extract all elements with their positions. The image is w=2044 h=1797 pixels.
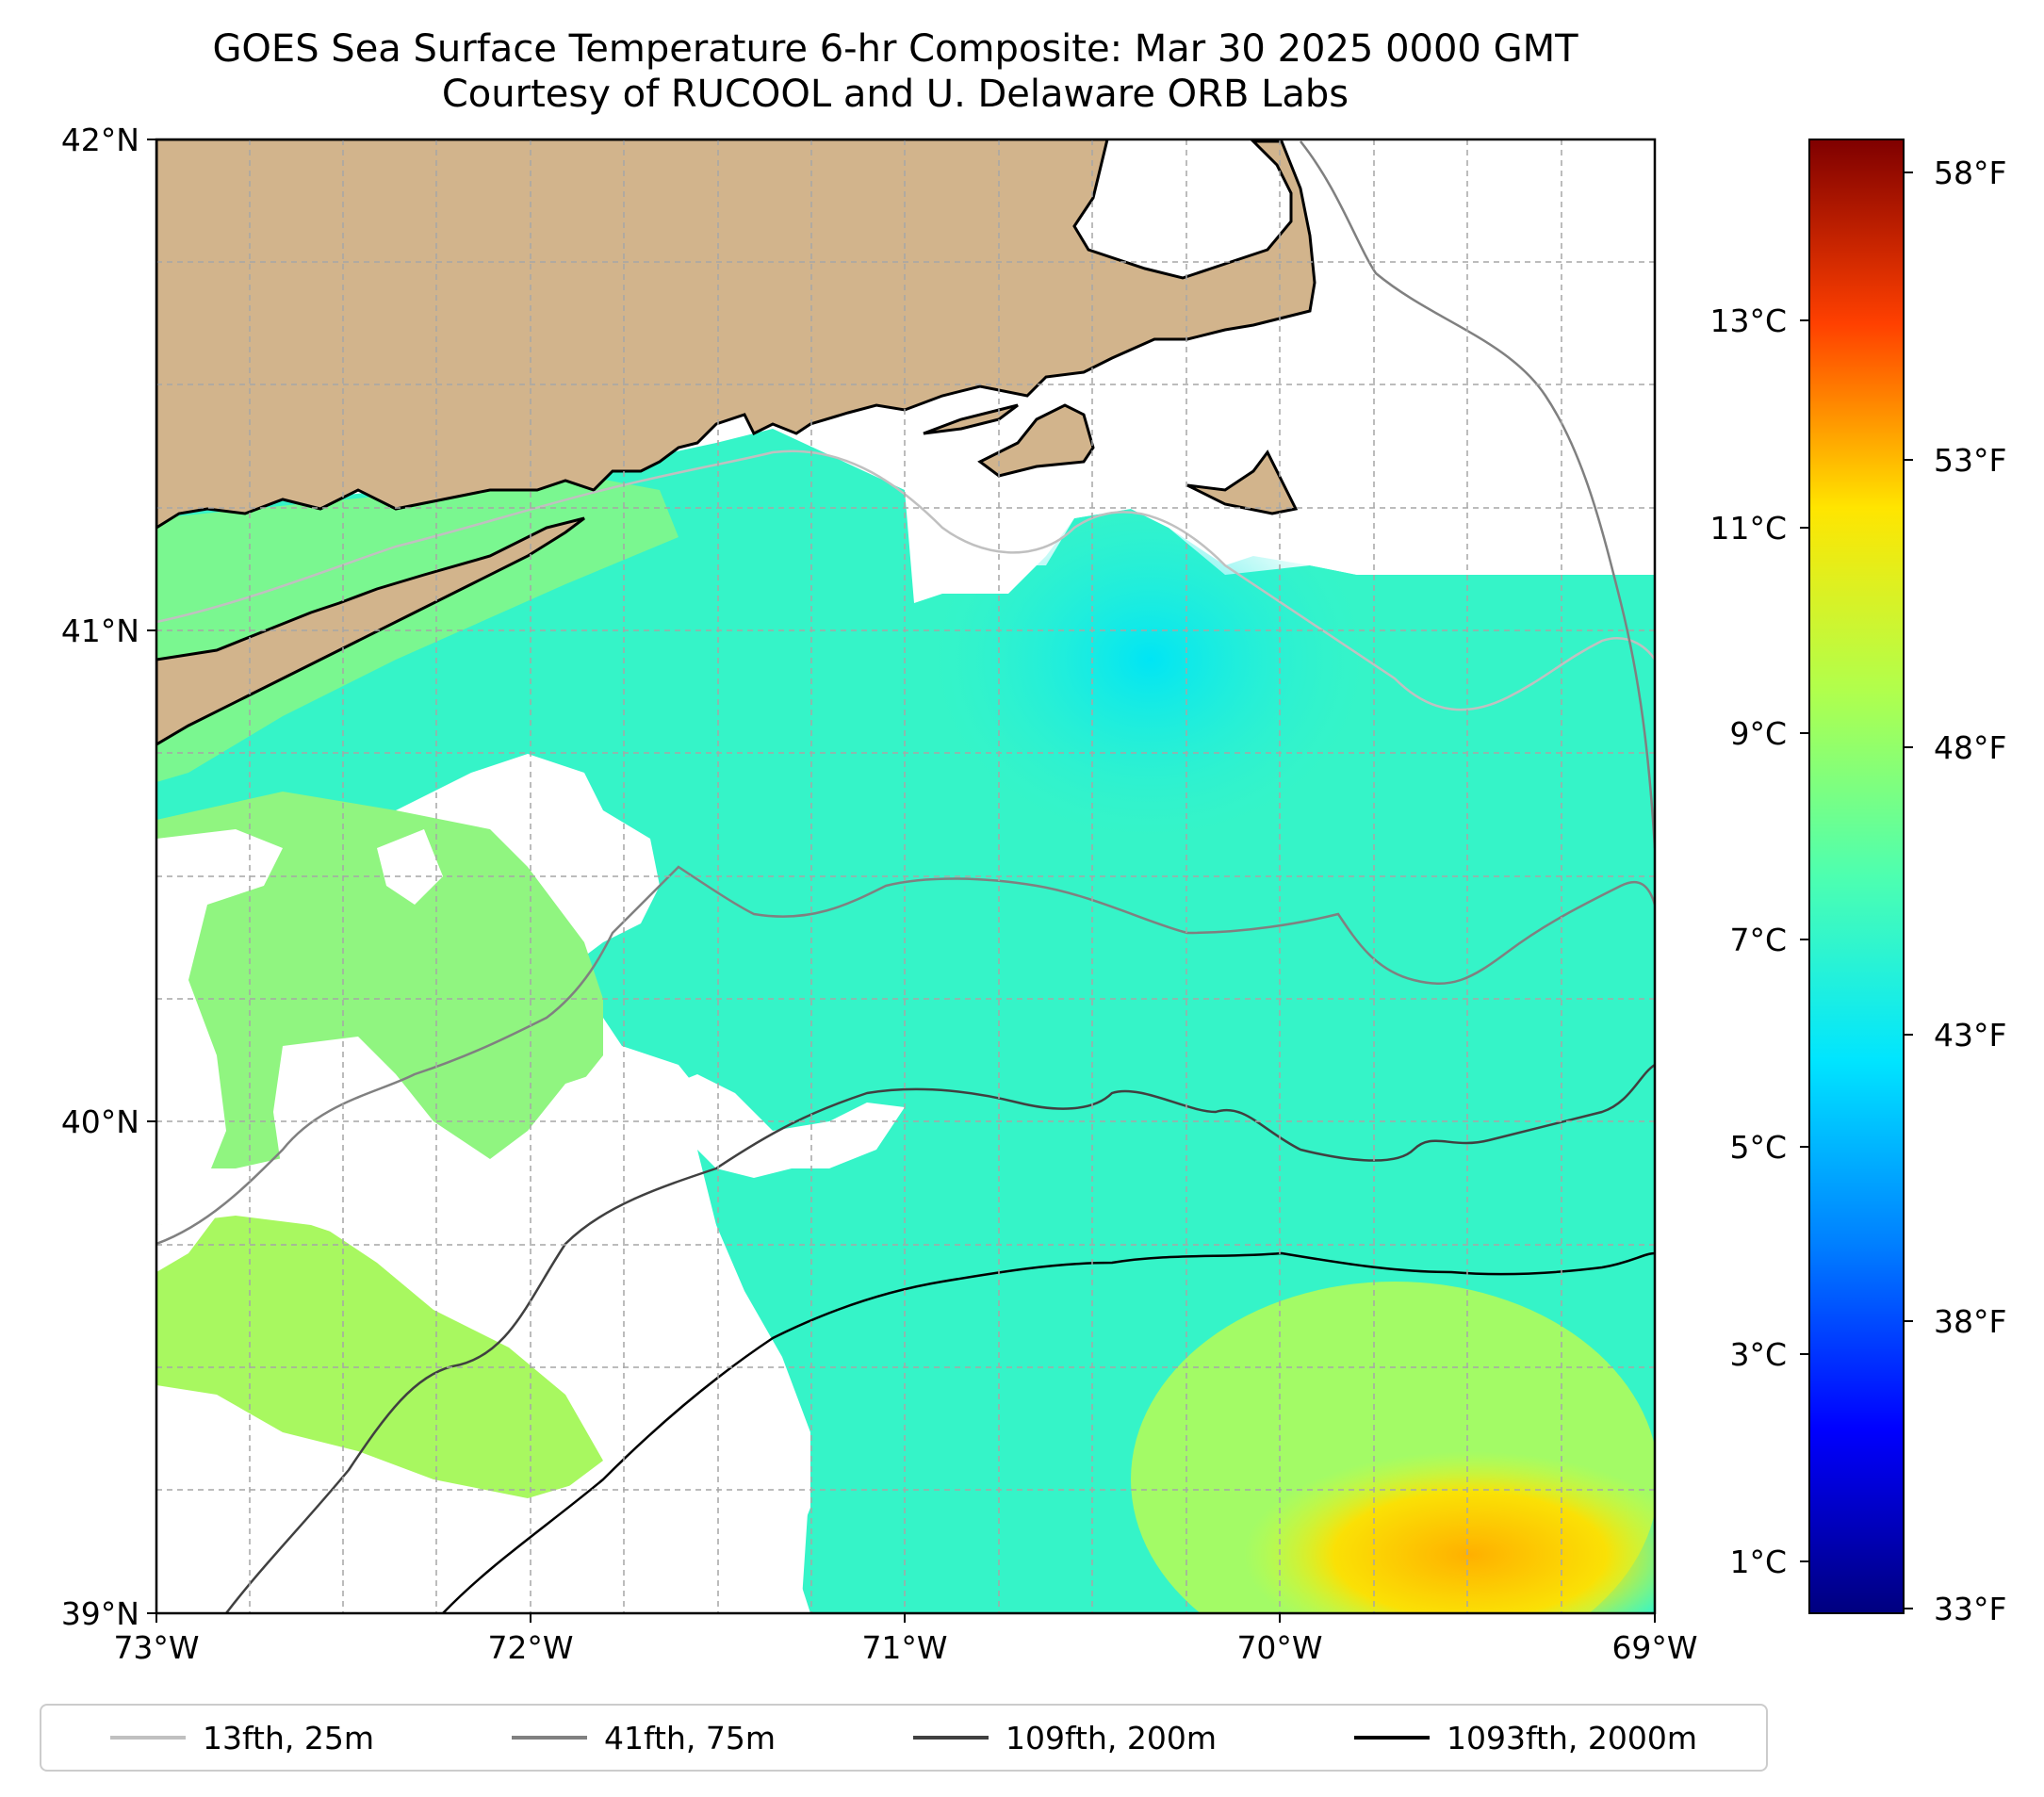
legend-item-75m: 41fth, 75m: [512, 1720, 776, 1756]
lat-tick-label: 39°N: [61, 1595, 139, 1632]
legend-label: 109fth, 200m: [1006, 1719, 1217, 1756]
legend-line-swatch: [512, 1736, 587, 1740]
gap-mid-shelf: [650, 1074, 905, 1178]
lon-tick-label: 70°W: [1236, 1629, 1322, 1666]
legend-line-swatch: [110, 1736, 186, 1740]
land-nantucket: [1186, 449, 1299, 515]
bathymetry-contours: [156, 140, 1655, 1613]
land: [156, 139, 1316, 746]
gap-shelf-west: [156, 829, 283, 1187]
gap-shelf-central: [156, 1037, 810, 1613]
legend-label: 1093fth, 2000m: [1447, 1719, 1697, 1756]
map-title: GOES Sea Surface Temperature 6-hr Compos…: [0, 26, 1791, 117]
colorbar-celsius-label: 13°C: [1709, 302, 1787, 339]
sst-nearshore-greenish: [156, 476, 679, 782]
map-gridlines: [156, 139, 1655, 1613]
colorbar-celsius-ticks: [1800, 319, 1809, 1562]
land-elizabeth-islands: [923, 403, 1019, 435]
lon-tick-label: 72°W: [487, 1629, 573, 1666]
lat-tick-label: 40°N: [61, 1103, 139, 1140]
colorbar-fahrenheit-label: 33°F: [1934, 1591, 2006, 1627]
legend-item-2000m: 1093fth, 2000m: [1354, 1720, 1697, 1756]
colorbar-celsius-label: 11°C: [1709, 510, 1787, 547]
colorbar-fahrenheit-label: 53°F: [1934, 442, 2006, 479]
gap-lower-left: [156, 1216, 217, 1272]
land-long-island: [156, 516, 585, 746]
lat-tick-label: 41°N: [61, 613, 139, 649]
sst-ocean-shelf-green: [156, 792, 603, 1187]
sst-warm-core: [1244, 1451, 1655, 1613]
title-line-2: Courtesy of RUCOOL and U. Delaware ORB L…: [441, 73, 1349, 116]
colorbar-fahrenheit-label: 58°F: [1934, 155, 2006, 191]
map-panel: [156, 139, 1655, 1613]
colorbar-fahrenheit-label: 38°F: [1934, 1303, 2006, 1340]
colorbar-gradient: [1808, 139, 1905, 1614]
colorbar-fahrenheit-ticks: [1904, 172, 1913, 1609]
colorbar-celsius-label: 5°C: [1729, 1129, 1787, 1166]
legend-line-swatch: [913, 1736, 989, 1740]
legend-line-swatch: [1354, 1736, 1430, 1740]
colorbar-celsius-label: 9°C: [1729, 715, 1787, 752]
lon-tick-label: 69°W: [1611, 1629, 1697, 1666]
map-axes: 73°W 72°W 71°W 70°W 69°W 42°N 41°N 40°N …: [61, 122, 1698, 1666]
colorbar-fahrenheit-label: 48°F: [1934, 729, 2006, 766]
isobath-25m: [156, 449, 1655, 711]
colorbar: 13°C 11°C 9°C 7°C 5°C 3°C 1°C 58°F 53°F …: [1709, 139, 2006, 1627]
isobath-200m: [225, 1063, 1655, 1613]
title-line-1: GOES Sea Surface Temperature 6-hr Compos…: [212, 27, 1578, 71]
colorbar-celsius-label: 1°C: [1729, 1544, 1787, 1580]
lat-tick-label: 42°N: [61, 122, 139, 158]
legend-label: 41fth, 75m: [604, 1719, 776, 1756]
lon-tick-label: 71°W: [861, 1629, 947, 1666]
colorbar-celsius-label: 3°C: [1729, 1336, 1787, 1373]
lon-tick-label: 73°W: [113, 1629, 199, 1666]
legend-label: 13fth, 25m: [203, 1719, 374, 1756]
land-new-england: [156, 139, 1316, 530]
land-marthas-vineyard: [977, 403, 1095, 478]
colorbar-fahrenheit-label: 43°F: [1934, 1017, 2006, 1054]
bathymetry-legend: 13fth, 25m 41fth, 75m 109fth, 200m 1093f…: [40, 1704, 1768, 1772]
sst-coastal-green-west: [156, 1216, 660, 1498]
legend-item-25m: 13fth, 25m: [110, 1720, 374, 1756]
isobath-75m: [156, 140, 1655, 1246]
gap-west-patches: [377, 829, 443, 905]
sst-cool-anomaly: [933, 481, 1366, 839]
colorbar-celsius-label: 7°C: [1729, 922, 1787, 958]
legend-item-200m: 109fth, 200m: [913, 1720, 1217, 1756]
isobath-2000m: [442, 1251, 1655, 1613]
